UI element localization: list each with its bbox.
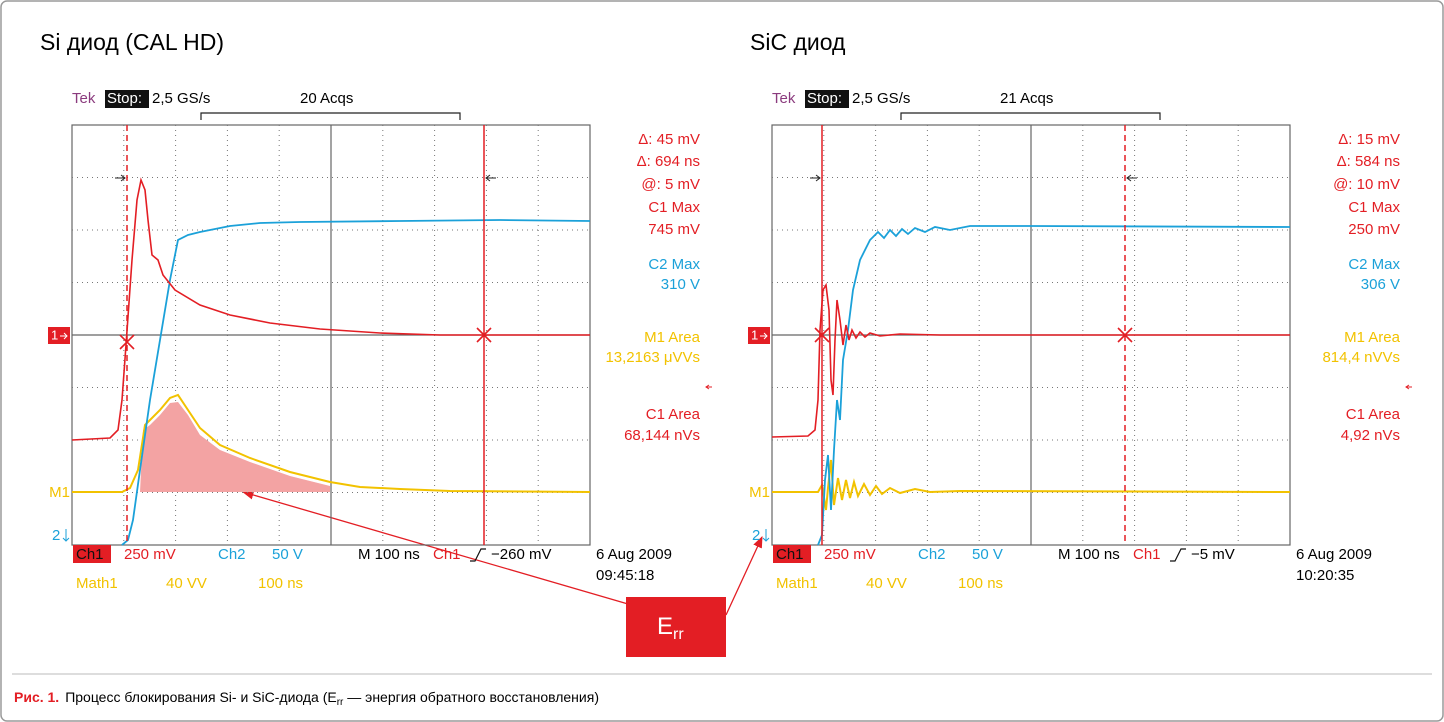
panel-title: Si диод (CAL HD) [40, 29, 224, 55]
readout: 310 V [661, 276, 700, 293]
ch2-marker-arrow [763, 529, 769, 541]
readout: Δ: 694 ns [637, 153, 700, 170]
acquisitions: 20 Acqs [300, 90, 353, 107]
callout-main: E [657, 613, 673, 640]
cursor-arrow [486, 175, 496, 181]
caption-label: Рис. 1. [14, 689, 59, 705]
readout: C1 Area [646, 406, 701, 423]
readout: @: 10 mV [1333, 176, 1400, 193]
level-arrow [1406, 385, 1412, 389]
tek-label: Tek [772, 90, 796, 107]
trigger-channel: Ch1 [433, 546, 461, 563]
panel-title: SiC диод [750, 29, 846, 55]
math-label: Math1 [776, 575, 818, 592]
readout: C2 Max [648, 256, 700, 273]
trigger-slope [1170, 549, 1186, 561]
stop-label: Stop: [107, 90, 142, 107]
readout: Δ: 584 ns [1337, 153, 1400, 170]
ch1-scale: 250 mV [124, 546, 176, 563]
ch2-marker: 2 [52, 527, 60, 544]
trigger-level: −260 mV [491, 546, 551, 563]
readout: 306 V [1361, 276, 1400, 293]
ch2-label: Ch2 [918, 546, 946, 563]
ch2-label: Ch2 [218, 546, 246, 563]
math-label: Math1 [76, 575, 118, 592]
m1-marker: M1 [749, 484, 770, 501]
sample-rate: 2,5 GS/s [152, 90, 210, 107]
readout: C1 Area [1346, 406, 1401, 423]
math-scale: 40 VV [166, 575, 207, 592]
readout: M1 Area [1344, 329, 1401, 346]
record-bracket [201, 113, 460, 120]
readout: C1 Max [648, 199, 700, 216]
page: Err Рис. 1. Процесс блокирования Si- и Si… [0, 0, 1444, 722]
ch1-label: Ch1 [76, 546, 104, 563]
callout-arrow [726, 537, 762, 615]
date: 6 Aug 2009 [596, 546, 672, 563]
ch1-scale: 250 mV [824, 546, 876, 563]
readout: C2 Max [1348, 256, 1400, 273]
time: 10:20:35 [1296, 567, 1354, 584]
readout: 250 mV [1348, 221, 1400, 238]
ch2-scale: 50 V [972, 546, 1003, 563]
record-bracket [901, 113, 1160, 120]
trigger-level: −5 mV [1191, 546, 1235, 563]
date: 6 Aug 2009 [1296, 546, 1372, 563]
readout: M1 Area [644, 329, 701, 346]
timebase: M 100 ns [1058, 546, 1120, 563]
math-scale: 40 VV [866, 575, 907, 592]
timebase: M 100 ns [358, 546, 420, 563]
caption: Рис. 1. Процесс блокирования Si- и SiC-ди… [14, 689, 599, 708]
cursor-arrow [810, 175, 820, 181]
time: 09:45:18 [596, 567, 654, 584]
scope-panel: SiC диод Tek Stop: 2,5 GS/s 21 Acqs 1 M1 2 Δ: 15… [748, 29, 1412, 592]
readout: @: 5 mV [641, 176, 700, 193]
trace-ch2 [818, 226, 1290, 545]
caption-text: Процесс блокирования Si- и SiC-диода (E [65, 689, 337, 705]
m1-marker: M1 [49, 484, 70, 501]
figure: Err Рис. 1. Процесс блокирования Si- и Si… [0, 0, 1444, 722]
ch2-scale: 50 V [272, 546, 303, 563]
acquisitions: 21 Acqs [1000, 90, 1053, 107]
readout: 13,2163 μVVs [605, 349, 700, 366]
level-arrow [706, 385, 712, 389]
readout: 745 mV [648, 221, 700, 238]
readout: Δ: 15 mV [1338, 131, 1400, 148]
readout: 814,4 nVVs [1322, 349, 1400, 366]
ch1-label: Ch1 [776, 546, 804, 563]
cursor-arrow [1127, 175, 1137, 181]
caption-text: — энергия обратного восстановления) [343, 689, 599, 705]
trigger-channel: Ch1 [1133, 546, 1161, 563]
readout: 4,92 nVs [1341, 427, 1400, 444]
math-time: 100 ns [258, 575, 303, 592]
math-time: 100 ns [958, 575, 1003, 592]
ch2-marker-arrow [63, 529, 69, 541]
scope-panel: Si диод (CAL HD) Tek Stop: 2,5 GS/s 20 Acqs 1… [40, 29, 712, 592]
area-fill [140, 402, 330, 492]
readout: Δ: 45 mV [638, 131, 700, 148]
stop-label: Stop: [807, 90, 842, 107]
ch1-marker-label: 1 [51, 327, 58, 342]
readout: C1 Max [1348, 199, 1400, 216]
ch1-marker-label: 1 [751, 327, 758, 342]
trace-ch2 [122, 220, 590, 545]
callout-sub: rr [673, 626, 684, 643]
readout: 68,144 nVs [624, 427, 700, 444]
ch2-marker: 2 [752, 527, 760, 544]
tek-label: Tek [72, 90, 96, 107]
sample-rate: 2,5 GS/s [852, 90, 910, 107]
